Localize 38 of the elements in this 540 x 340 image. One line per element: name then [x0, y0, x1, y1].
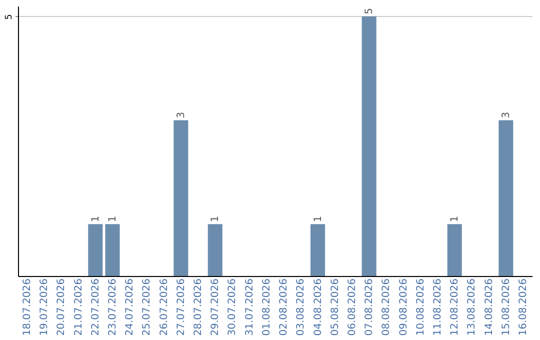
data-label: 1 — [108, 216, 119, 222]
x-tick-label: 28.07.2026 — [193, 278, 204, 336]
x-tick-label: 04.08.2026 — [312, 278, 324, 336]
x-tick-label: 06.08.2026 — [346, 278, 358, 336]
x-tick-label: 30.07.2026 — [227, 278, 238, 336]
x-tick-label: 03.08.2026 — [296, 278, 307, 336]
x-tick-label: 07.08.2026 — [364, 278, 376, 336]
data-label: 1 — [312, 216, 324, 222]
x-tick-label: 29.07.2026 — [210, 278, 222, 336]
x-tick-label: 24.07.2026 — [124, 278, 136, 336]
x-tick-label: 08.08.2026 — [381, 278, 392, 336]
data-label: 5 — [364, 8, 376, 14]
x-tick-label: 02.08.2026 — [278, 278, 290, 336]
x-tick-label: 12.08.2026 — [450, 278, 461, 336]
data-label: 1 — [90, 216, 102, 222]
x-tick-label: 11.08.2026 — [432, 278, 444, 336]
x-tick-label: 13.08.2026 — [466, 278, 478, 336]
data-label: 1 — [450, 216, 461, 222]
x-tick-label: 10.08.2026 — [415, 278, 426, 336]
data-label: 3 — [500, 112, 512, 118]
x-tick-label: 26.07.2026 — [158, 278, 170, 336]
x-tick-label: 31.07.2026 — [244, 278, 256, 336]
data-label: 1 — [210, 216, 222, 222]
x-tick-label: 22.07.2026 — [90, 278, 102, 336]
data-label: 3 — [176, 112, 187, 118]
x-tick-label: 14.08.2026 — [484, 278, 495, 336]
x-tick-label: 15.08.2026 — [500, 278, 512, 336]
x-tick-label: 09.08.2026 — [398, 278, 410, 336]
x-tick-label: 27.07.2026 — [176, 278, 187, 336]
x-tick-label: 19.07.2026 — [39, 278, 50, 336]
x-tick-label: 05.08.2026 — [330, 278, 341, 336]
x-tick-label: 20.07.2026 — [56, 278, 68, 336]
x-tick-label: 23.07.2026 — [108, 278, 119, 336]
x-tick-label: 21.07.2026 — [73, 278, 84, 336]
x-tick-label: 01.08.2026 — [261, 278, 272, 336]
x-tick-label: 25.07.2026 — [142, 278, 153, 336]
x-tick-label: 16.08.2026 — [518, 278, 530, 336]
x-tick-label: 18.07.2026 — [22, 278, 33, 336]
